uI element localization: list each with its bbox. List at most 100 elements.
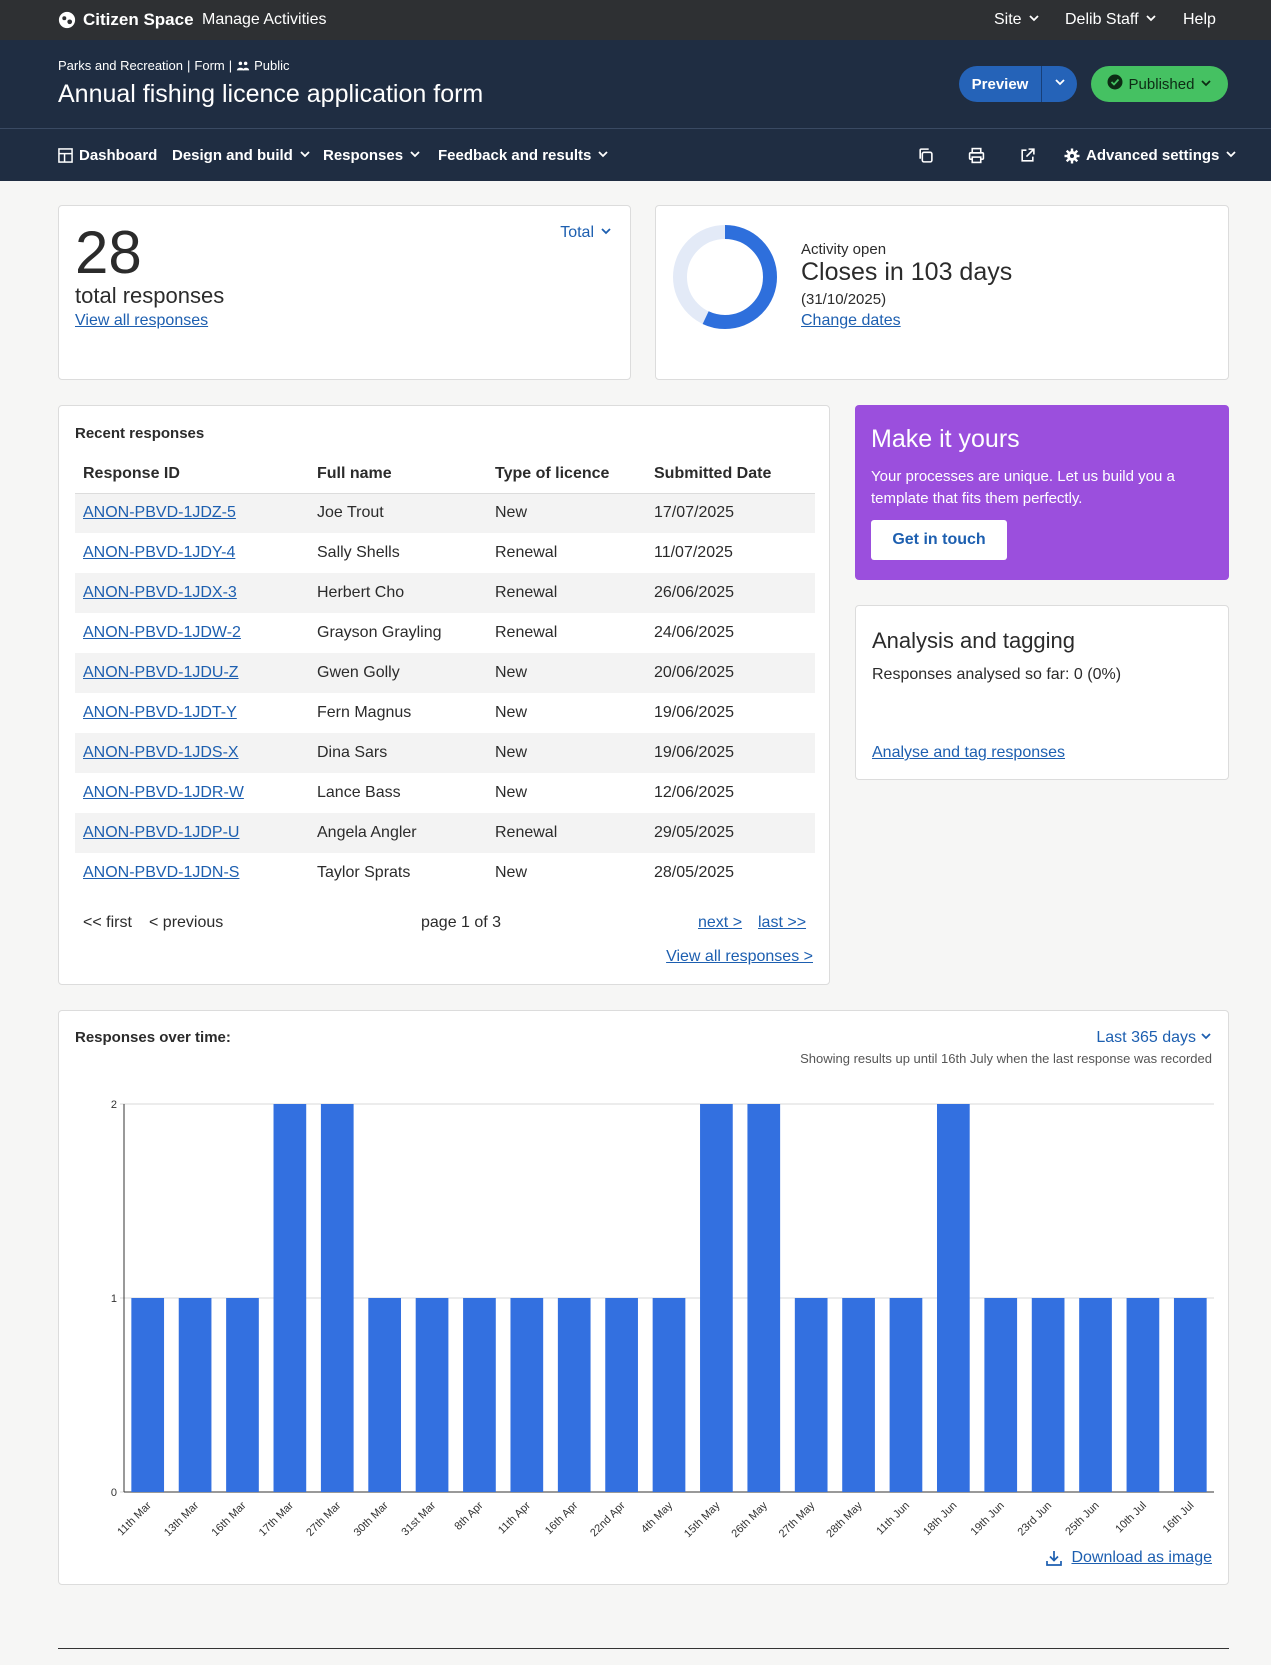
responses-over-time-card: Responses over time: Last 365 days Showi… xyxy=(58,1010,1229,1585)
chevron-down-icon xyxy=(600,224,612,242)
pager-first[interactable]: << first xyxy=(83,914,132,931)
total-filter-dropdown[interactable]: Total xyxy=(560,224,612,242)
table-row: ANON-PBVD-1JDN-S Taylor Sprats New 28/05/20… xyxy=(75,853,815,893)
preview-button[interactable]: Preview xyxy=(959,66,1041,102)
response-id-link[interactable]: ANON-PBVD-1JDT-Y xyxy=(83,704,237,721)
chevron-down-icon xyxy=(409,147,421,164)
bar xyxy=(936,1104,970,1492)
licence-type-cell: Renewal xyxy=(495,624,558,641)
view-all-responses-link[interactable]: View all responses xyxy=(75,312,209,329)
bar xyxy=(463,1298,496,1492)
site-menu[interactable]: Site xyxy=(994,11,1040,29)
table-row: ANON-PBVD-1JDU-Z Gwen Golly New 20/06/2025 xyxy=(75,653,815,693)
brand-logo[interactable]: Citizen Space xyxy=(58,10,194,30)
view-all-responses-link[interactable]: View all responses > xyxy=(666,948,813,965)
advanced-settings-menu[interactable]: Advanced settings xyxy=(1064,147,1237,164)
x-tick-label: 23rd Jun xyxy=(1015,1500,1054,1539)
crumb-department[interactable]: Parks and Recreation xyxy=(58,58,184,73)
chevron-down-icon xyxy=(1145,11,1157,29)
licence-type-cell: New xyxy=(487,733,646,773)
external-link-icon[interactable] xyxy=(1017,145,1037,165)
help-link[interactable]: Help xyxy=(1183,11,1216,28)
response-id-link[interactable]: ANON-PBVD-1JDY-4 xyxy=(83,544,236,561)
crumb-separator: | xyxy=(228,58,233,73)
print-icon[interactable] xyxy=(966,145,986,165)
days-remaining-donut xyxy=(673,225,777,329)
pager-next[interactable]: next > xyxy=(698,914,743,931)
table-row: ANON-PBVD-1JDW-2 Grayson Grayling Renewal 2… xyxy=(75,613,815,653)
full-name-cell: Dina Sars xyxy=(309,733,487,773)
bar xyxy=(178,1298,212,1492)
tab-dashboard[interactable]: Dashboard xyxy=(58,147,157,164)
full-name-cell: Herbert Cho xyxy=(309,573,487,613)
response-id-link[interactable]: ANON-PBVD-1JDZ-5 xyxy=(83,504,236,522)
bar xyxy=(1079,1298,1112,1492)
people-icon xyxy=(237,61,250,70)
submitted-date-cell: 19/06/2025 xyxy=(646,733,815,773)
tab-feedback-label: Feedback and results xyxy=(438,147,592,164)
bar xyxy=(747,1104,781,1492)
response-id-link[interactable]: ANON-PBVD-1JDW-2 xyxy=(83,624,241,641)
licence-type-cell: New xyxy=(495,784,528,801)
column-header: Type of licence xyxy=(487,455,646,494)
licence-type-cell: New xyxy=(487,653,646,693)
bar xyxy=(700,1104,733,1492)
analyse-tag-link[interactable]: Analyse and tag responses xyxy=(872,744,1066,761)
response-id-link[interactable]: ANON-PBVD-1JDS-X xyxy=(83,744,239,761)
bar xyxy=(889,1298,923,1492)
response-id-link[interactable]: ANON-PBVD-1JDN-S xyxy=(83,864,240,881)
recent-responses-title: Recent responses xyxy=(75,425,205,442)
tab-responses[interactable]: Responses xyxy=(323,147,421,164)
chart-title: Responses over time: xyxy=(75,1029,231,1046)
pager-previous[interactable]: < previous xyxy=(149,914,224,931)
activity-status-card: Activity open Closes in 103 days (31/10/… xyxy=(655,205,1229,380)
response-id-link[interactable]: ANON-PBVD-1JDP-U xyxy=(83,824,240,841)
activity-header: Parks and Recreation | Form | Public Ann… xyxy=(0,40,1271,128)
date-range-dropdown[interactable]: Last 365 days xyxy=(1096,1029,1212,1047)
published-label: Published xyxy=(1128,75,1195,93)
submitted-date-cell: 24/06/2025 xyxy=(654,624,735,641)
make-it-yours-promo: Make it yours Your processes are unique.… xyxy=(855,405,1229,580)
tab-feedback-and-results[interactable]: Feedback and results xyxy=(438,147,609,164)
date-range-label: Last 365 days xyxy=(1096,1029,1196,1046)
breadcrumb: Parks and Recreation | Form | Public xyxy=(58,58,290,73)
pager-last[interactable]: last >> xyxy=(758,914,807,931)
download-image-link[interactable]: Download as image xyxy=(1045,1549,1212,1567)
column-header: Submitted Date xyxy=(646,455,815,494)
crumb-type: Form xyxy=(194,58,225,73)
response-id-link[interactable]: ANON-PBVD-1JDX-3 xyxy=(83,584,237,601)
published-status-button[interactable]: Published xyxy=(1091,66,1228,102)
submitted-date-cell: 28/05/2025 xyxy=(654,864,735,881)
bar xyxy=(1173,1298,1207,1492)
licence-type-cell: New xyxy=(495,704,528,721)
chevron-down-icon xyxy=(299,147,311,164)
total-responses-count: 28 xyxy=(75,219,142,286)
get-in-touch-button[interactable]: Get in touch xyxy=(871,520,1007,560)
chevron-down-icon xyxy=(1200,1029,1212,1047)
site-menu-label: Site xyxy=(994,11,1022,28)
user-menu[interactable]: Delib Staff xyxy=(1065,11,1157,29)
preview-button-group: Preview xyxy=(959,66,1077,102)
change-dates-link[interactable]: Change dates xyxy=(801,312,901,329)
response-id-link[interactable]: ANON-PBVD-1JDR-W xyxy=(83,784,244,801)
advanced-settings-label: Advanced settings xyxy=(1086,147,1220,164)
manage-activities-link[interactable]: Manage Activities xyxy=(202,11,327,28)
recent-responses-card: Recent responses Response ID Full name T… xyxy=(58,405,830,985)
x-tick-label: 27th May xyxy=(777,1499,818,1540)
pager-page-indicator: page 1 of 3 xyxy=(421,914,502,931)
promo-title: Make it yours xyxy=(871,425,1020,453)
tab-design-and-build[interactable]: Design and build xyxy=(172,147,311,164)
table-row: ANON-PBVD-1JDT-Y Fern Magnus New 19/06/2025 xyxy=(75,693,815,733)
x-tick-label: 28th May xyxy=(824,1499,865,1540)
copy-icon[interactable] xyxy=(915,145,935,165)
crumb-visibility: Public xyxy=(254,58,290,73)
x-tick-label: 18th Jun xyxy=(921,1500,959,1538)
submitted-date-cell: 19/06/2025 xyxy=(654,704,735,721)
footer-divider xyxy=(58,1648,1229,1649)
preview-options-button[interactable] xyxy=(1041,66,1077,102)
check-circle-icon xyxy=(1107,74,1123,94)
response-id-link[interactable]: ANON-PBVD-1JDU-Z xyxy=(83,664,239,681)
x-tick-label: 25th Jun xyxy=(1063,1500,1101,1538)
chevron-down-icon xyxy=(1225,147,1237,164)
